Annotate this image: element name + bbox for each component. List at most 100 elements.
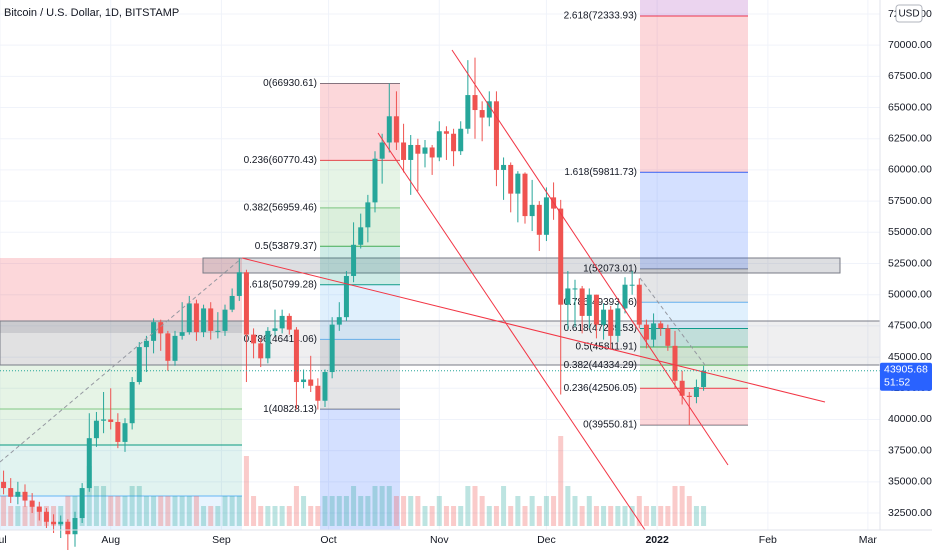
- candle-body: [672, 345, 678, 381]
- candle-body: [401, 142, 407, 160]
- candle-body: [586, 294, 592, 316]
- candle-body: [179, 332, 185, 336]
- volume-bar: [565, 486, 571, 526]
- volume-bar: [93, 486, 99, 526]
- volume-bar: [693, 506, 699, 526]
- candle-body: [329, 324, 335, 373]
- candle-body: [408, 144, 414, 160]
- volume-bar: [458, 506, 464, 526]
- grid: [0, 0, 880, 530]
- x-tick-label: Dec: [537, 534, 556, 546]
- fib-zone: [320, 160, 400, 208]
- candle-body: [365, 202, 371, 228]
- y-tick-label: 57500.00: [888, 195, 932, 207]
- x-tick-label: 2022: [645, 534, 669, 546]
- currency-badge[interactable]: [895, 4, 923, 23]
- trend-line: [241, 257, 826, 403]
- volume-bar: [465, 486, 471, 526]
- fib-label: 0.5(53879.37): [255, 241, 317, 252]
- candle-body: [229, 295, 235, 310]
- candle-body: [36, 506, 42, 512]
- candle-body: [643, 324, 649, 340]
- candle-body: [43, 511, 49, 522]
- fib-label: 0.236(60770.43): [244, 155, 317, 166]
- volume-bar: [651, 506, 657, 526]
- candle-body: [679, 380, 685, 396]
- volume-bar: [229, 496, 235, 526]
- candle-body: [58, 521, 64, 525]
- fib-zone: [320, 246, 400, 285]
- y-tick-label: 60000.00: [888, 164, 932, 176]
- candle-body: [336, 317, 342, 325]
- x-tick-label: Nov: [430, 534, 449, 546]
- fib-label: 0.382(56959.46): [244, 203, 317, 214]
- x-tick-label: Jul: [0, 534, 7, 546]
- fib-zone: [640, 172, 748, 269]
- candle-body: [1, 481, 7, 489]
- candle-body: [629, 284, 635, 286]
- volume-bar: [351, 486, 357, 526]
- candle-body: [272, 328, 278, 331]
- candle-body: [493, 101, 499, 170]
- candle-body: [658, 323, 664, 329]
- candle-body: [565, 288, 571, 305]
- candle-body: [151, 322, 157, 341]
- candle-body: [529, 204, 535, 217]
- fib-label: 0(39550.81): [583, 420, 637, 431]
- candle-body: [286, 315, 292, 330]
- volume-bar: [251, 496, 257, 526]
- candle-body: [701, 370, 707, 388]
- y-tick-label: 52500.00: [888, 257, 932, 269]
- y-tick-label: 70000.00: [888, 39, 932, 51]
- volume-bar: [529, 496, 535, 526]
- candle-body: [279, 315, 285, 329]
- zone: [0, 333, 242, 365]
- candle-body: [486, 101, 492, 118]
- y-tick-label: 40000.00: [888, 413, 932, 425]
- candle-body: [622, 284, 628, 309]
- volume-bar: [101, 486, 107, 526]
- price-axis: [880, 0, 932, 550]
- volume-bar: [522, 506, 528, 526]
- fib-label: 0.786(49393.26): [564, 297, 637, 308]
- y-tick-label: 45000.00: [888, 351, 932, 363]
- fib-label: 1(52073.01): [583, 263, 637, 274]
- volume-bar: [622, 506, 628, 526]
- volume-bar: [679, 486, 685, 526]
- volume-bar: [179, 496, 185, 526]
- volume-bar: [301, 496, 307, 526]
- volume-bar: [201, 506, 207, 526]
- candle-body: [122, 423, 128, 442]
- candle-body: [136, 347, 142, 383]
- volume-bar: [601, 506, 607, 526]
- candle-body: [193, 303, 199, 333]
- volume-bar: [186, 496, 192, 526]
- fib-label: 0.618(50799.28): [244, 279, 317, 290]
- volume-bar: [108, 496, 114, 526]
- volume-bar: [493, 506, 499, 526]
- trend-line: [0, 257, 243, 463]
- volume-bar: [615, 506, 621, 526]
- currency-label: USD: [898, 9, 919, 20]
- fib-drawings: 0(66930.61) 0.236(60770.43) 0.382(56959.46…: [244, 0, 748, 530]
- candle-body: [322, 372, 328, 401]
- candle-body: [251, 334, 257, 344]
- fib-zone: [640, 16, 748, 173]
- volume-bar: [579, 506, 585, 526]
- candle-body: [472, 95, 478, 111]
- candle-body: [593, 294, 599, 325]
- volume-bar: [22, 506, 28, 526]
- fib-zone: [640, 328, 748, 347]
- volume-bar: [129, 486, 135, 526]
- volume-bar: [329, 496, 335, 526]
- y-tick-label: 47500.00: [888, 320, 932, 332]
- volume-bar: [665, 506, 671, 526]
- volume-bar: [286, 506, 292, 526]
- volume-bar: [136, 486, 142, 526]
- candle-body: [693, 387, 699, 398]
- candle-body: [636, 284, 642, 325]
- fib-label: 0(66930.61): [263, 78, 317, 89]
- volume-bar: [272, 506, 278, 526]
- zone: [0, 496, 242, 530]
- fib-label: 0.618(47289.53): [564, 323, 637, 334]
